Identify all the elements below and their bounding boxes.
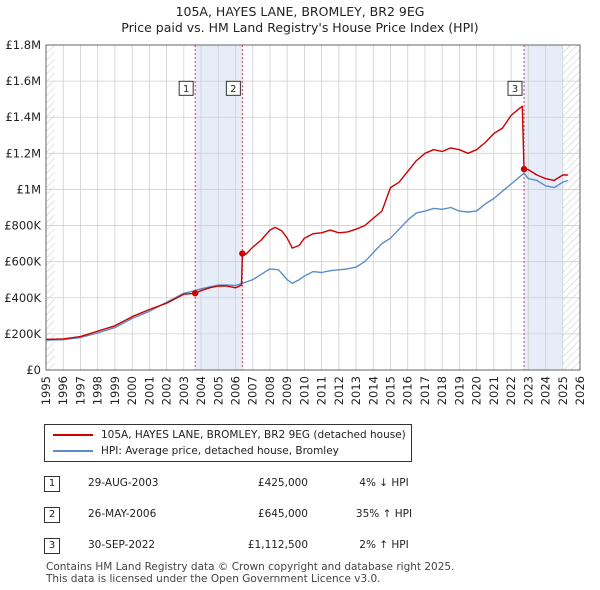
x-tick-label: 2026 xyxy=(573,376,587,405)
x-tick-label: 2015 xyxy=(384,376,398,405)
sale-marker-label: 1 xyxy=(183,84,189,95)
legend-label-hpi: HPI: Average price, detached house, Brom… xyxy=(101,445,339,457)
x-tick-label: 2019 xyxy=(452,376,466,405)
x-tick-label: 2018 xyxy=(435,376,449,405)
x-tick-label: 1997 xyxy=(73,376,87,405)
sale-number-badge: 3 xyxy=(44,538,60,554)
chart-title-line2: Price paid vs. HM Land Registry's House … xyxy=(121,20,479,35)
shaded-span xyxy=(195,45,243,370)
footer-copyright: Contains HM Land Registry data © Crown c… xyxy=(46,561,455,573)
sale-price: £1,112,500 xyxy=(247,539,308,551)
x-tick-label: 2008 xyxy=(263,376,277,405)
sale-row: 2 26-MAY-2006 £645,000 35% ↑ HPI xyxy=(44,507,564,527)
sale-hpi-change: 2% ↑ HPI xyxy=(359,539,409,551)
y-tick-label: £0 xyxy=(26,363,41,377)
sale-row: 1 29-AUG-2003 £425,000 4% ↓ HPI xyxy=(44,476,564,496)
y-tick-label: £1.2M xyxy=(5,146,41,160)
x-tick-label: 2005 xyxy=(211,376,225,405)
x-tick-label: 2012 xyxy=(332,376,346,405)
sale-price: £645,000 xyxy=(257,508,308,520)
hatched-region xyxy=(562,45,580,370)
sale-price: £425,000 xyxy=(257,477,308,489)
x-tick-label: 2000 xyxy=(125,376,139,405)
x-tick-label: 2025 xyxy=(556,376,570,405)
legend-item-hpi: HPI: Average price, detached house, Brom… xyxy=(53,443,339,459)
x-tick-label: 2007 xyxy=(246,376,260,405)
x-tick-label: 2020 xyxy=(470,376,484,405)
y-tick-label: £1.4M xyxy=(5,110,41,124)
sale-number-badge: 2 xyxy=(44,507,60,523)
sale-number-badge: 1 xyxy=(44,476,60,492)
sale-date: 29-AUG-2003 xyxy=(88,477,159,489)
legend-label-property: 105A, HAYES LANE, BROMLEY, BR2 9EG (deta… xyxy=(101,429,406,441)
x-tick-label: 2006 xyxy=(228,376,242,405)
y-tick-label: £200K xyxy=(4,327,41,341)
sale-point xyxy=(520,165,528,173)
sale-point xyxy=(239,250,246,257)
y-tick-label: £1.6M xyxy=(5,74,41,88)
y-tick-label: £1.8M xyxy=(5,38,41,52)
sale-date: 26-MAY-2006 xyxy=(88,508,157,520)
legend-item-property: 105A, HAYES LANE, BROMLEY, BR2 9EG (deta… xyxy=(53,427,406,443)
x-tick-label: 2013 xyxy=(349,376,363,405)
y-tick-label: £600K xyxy=(4,255,41,269)
x-tick-label: 1996 xyxy=(56,376,70,405)
x-tick-label: 2010 xyxy=(297,376,311,405)
x-tick-label: 2022 xyxy=(504,376,518,405)
legend-swatch-hpi xyxy=(53,450,93,452)
x-tick-label: 2017 xyxy=(418,376,432,405)
sale-marker-box xyxy=(178,80,194,96)
x-tick-label: 2001 xyxy=(142,376,156,405)
sale-row: 3 30-SEP-2022 £1,112,500 2% ↑ HPI xyxy=(44,538,564,558)
x-tick-label: 1999 xyxy=(108,376,122,405)
x-tick-label: 1998 xyxy=(91,376,105,405)
x-tick-label: 2009 xyxy=(280,376,294,405)
x-tick-label: 2016 xyxy=(401,376,415,405)
sale-date: 30-SEP-2022 xyxy=(88,539,156,551)
x-tick-label: 2003 xyxy=(177,376,191,405)
x-tick-label: 2004 xyxy=(194,376,208,405)
x-tick-label: 2002 xyxy=(160,376,174,405)
sale-hpi-change: 4% ↓ HPI xyxy=(359,477,409,489)
x-tick-label: 1995 xyxy=(39,376,53,405)
sale-marker-label: 2 xyxy=(230,84,236,95)
legend-swatch-property xyxy=(53,434,93,436)
y-tick-label: £400K xyxy=(4,291,41,305)
sale-point xyxy=(191,290,199,297)
sale-marker-box xyxy=(507,80,523,96)
x-tick-label: 2011 xyxy=(315,376,329,405)
x-tick-label: 2021 xyxy=(487,376,501,405)
footer-license: This data is licensed under the Open Gov… xyxy=(46,573,381,585)
chart-legend: 105A, HAYES LANE, BROMLEY, BR2 9EG (deta… xyxy=(44,424,412,462)
x-tick-label: 2023 xyxy=(521,376,535,405)
sale-marker-label: 3 xyxy=(512,84,518,95)
plot-frame xyxy=(45,44,581,371)
y-tick-label: £1M xyxy=(16,182,41,196)
price-chart: 1 2 3 £0 £200K £400K £600K £800K £1M £1.2M £1.4M £… xyxy=(4,38,587,405)
sale-marker-box xyxy=(225,80,241,96)
sale-hpi-change: 35% ↑ HPI xyxy=(355,508,413,520)
hatched-region xyxy=(46,45,55,370)
chart-title-line1: 105A, HAYES LANE, BROMLEY, BR2 9EG xyxy=(175,4,425,19)
y-tick-label: £800K xyxy=(4,219,41,233)
shaded-span xyxy=(524,45,563,370)
x-tick-label: 2024 xyxy=(539,376,553,405)
x-tick-label: 2014 xyxy=(366,376,380,405)
series-line xyxy=(45,105,568,340)
